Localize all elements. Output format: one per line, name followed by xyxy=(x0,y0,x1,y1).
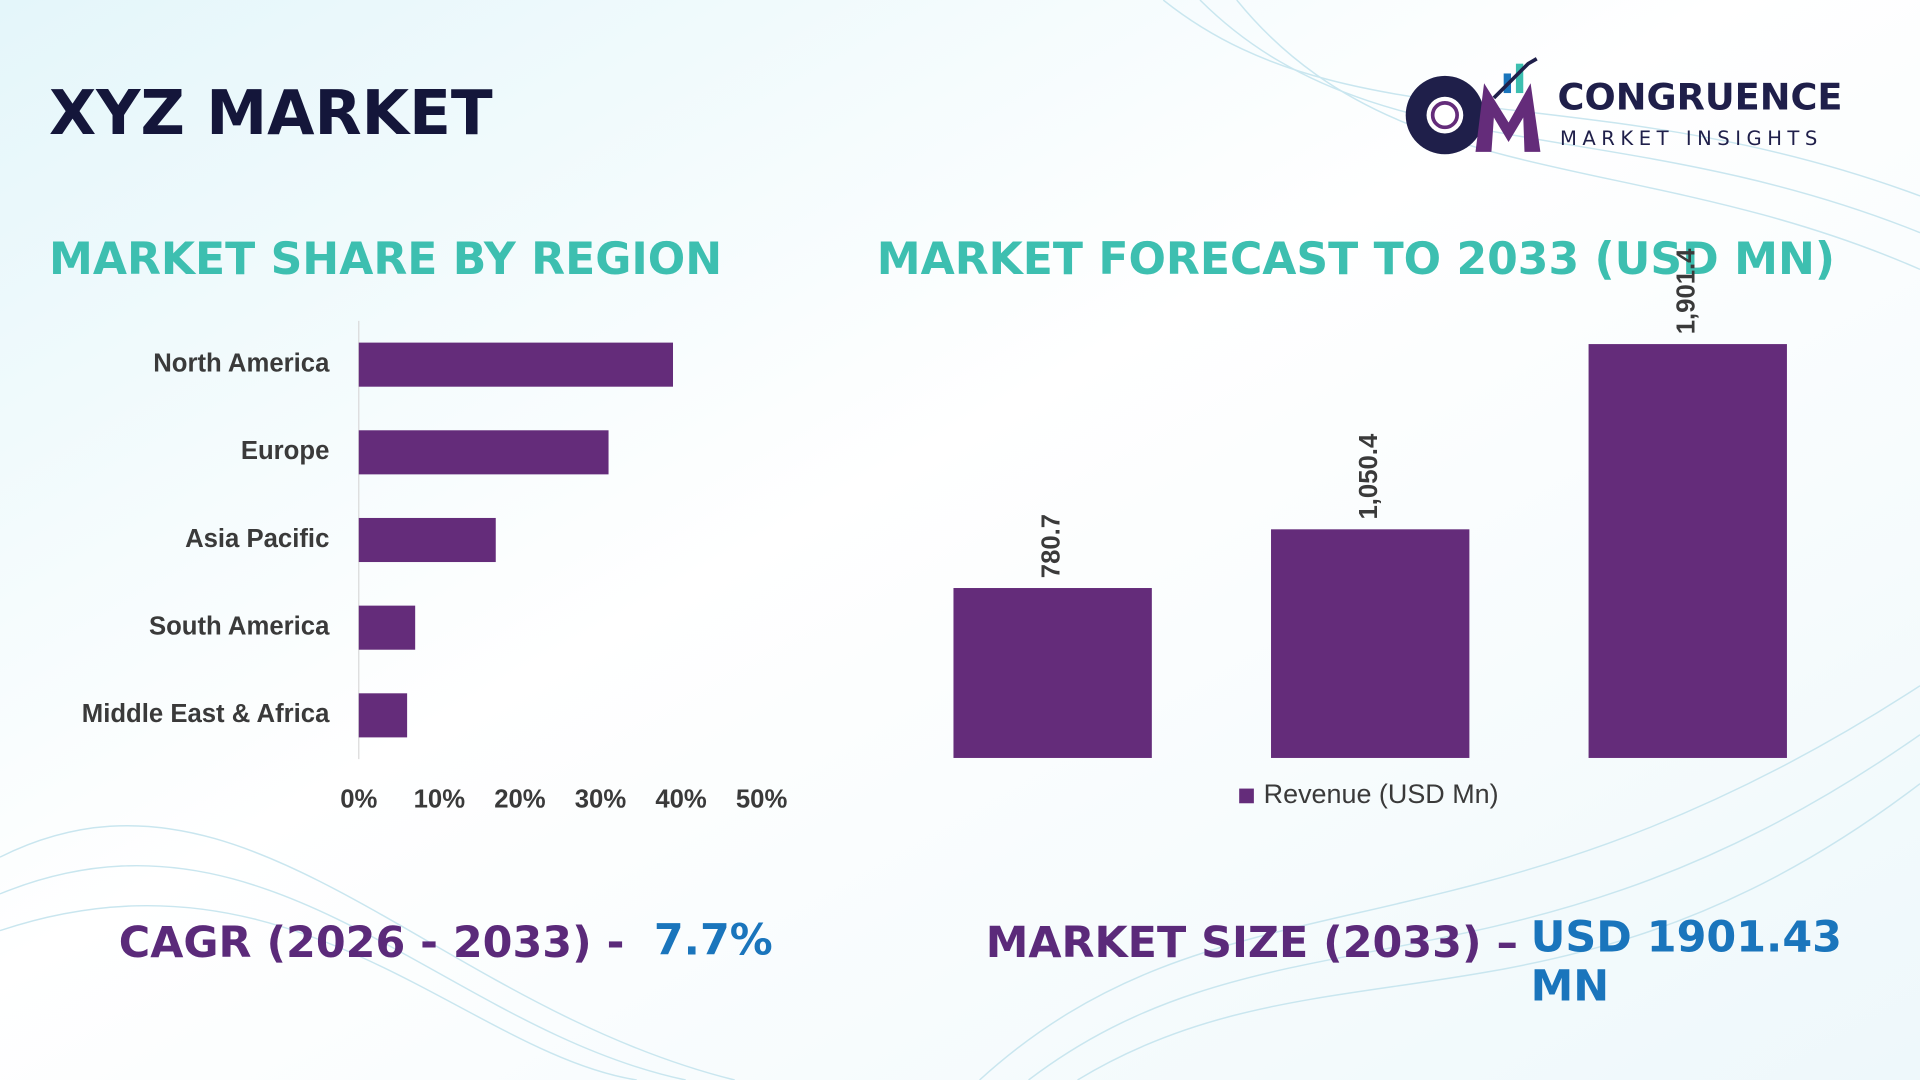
region-chart: 0% 10% 20% 30% 40% 50% North America Europe Asia… xyxy=(82,320,788,814)
logo-tagline: MARKET INSIGHTS xyxy=(1560,127,1823,150)
bar xyxy=(953,588,1152,758)
y-tick-label: Middle East & Africa xyxy=(82,700,330,728)
bar xyxy=(358,342,674,387)
bar xyxy=(358,430,609,475)
y-tick-label: Asia Pacific xyxy=(185,525,329,553)
data-label: 780.7 xyxy=(1037,514,1065,578)
bar xyxy=(1588,344,1787,758)
bar xyxy=(358,605,416,650)
chart-title: MARKET SHARE BY REGION xyxy=(49,234,722,285)
x-tick-label: 50% xyxy=(736,786,788,814)
market-size-label: MARKET SIZE (2033) – xyxy=(986,918,1518,968)
y-tick-label: Europe xyxy=(241,437,330,465)
data-label: 1,050.4 xyxy=(1355,433,1383,519)
cagr-label: CAGR (2026 - 2033) - xyxy=(119,918,625,968)
cagr-value: 7.7% xyxy=(654,915,773,965)
legend-swatch xyxy=(1239,788,1254,804)
x-tick-label: 20% xyxy=(494,786,546,814)
forecast-chart: 780.7 1,050.4 1,901.4 Revenue (USD Mn) xyxy=(953,248,1787,809)
page-title: XYZ MARKET xyxy=(49,78,493,149)
bar xyxy=(358,693,408,738)
x-tick-label: 40% xyxy=(655,786,707,814)
y-tick-label: North America xyxy=(153,349,330,377)
bar xyxy=(1271,529,1470,758)
bar xyxy=(358,517,496,563)
data-label: 1,901.4 xyxy=(1673,248,1701,334)
chart-title: MARKET FORECAST TO 2033 (USD MN) xyxy=(877,234,1835,285)
legend-label: Revenue (USD Mn) xyxy=(1264,779,1499,809)
logo: CONGRUENCE MARKET INSIGHTS xyxy=(1405,57,1843,155)
market-size-value: USD 1901.43 MN xyxy=(1530,913,1842,1012)
logo-name: CONGRUENCE xyxy=(1558,76,1843,119)
x-tick-label: 30% xyxy=(575,786,627,814)
y-tick-label: South America xyxy=(149,612,330,640)
x-tick-label: 10% xyxy=(414,786,466,814)
market-size-box: USD 1901.43 MN xyxy=(1530,913,1842,1012)
x-tick-label: 0% xyxy=(340,786,377,814)
